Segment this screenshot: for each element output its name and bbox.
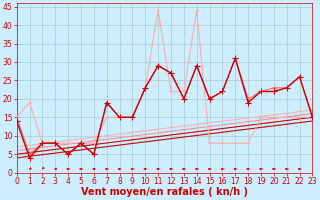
X-axis label: Vent moyen/en rafales ( kn/h ): Vent moyen/en rafales ( kn/h ) — [81, 187, 248, 197]
